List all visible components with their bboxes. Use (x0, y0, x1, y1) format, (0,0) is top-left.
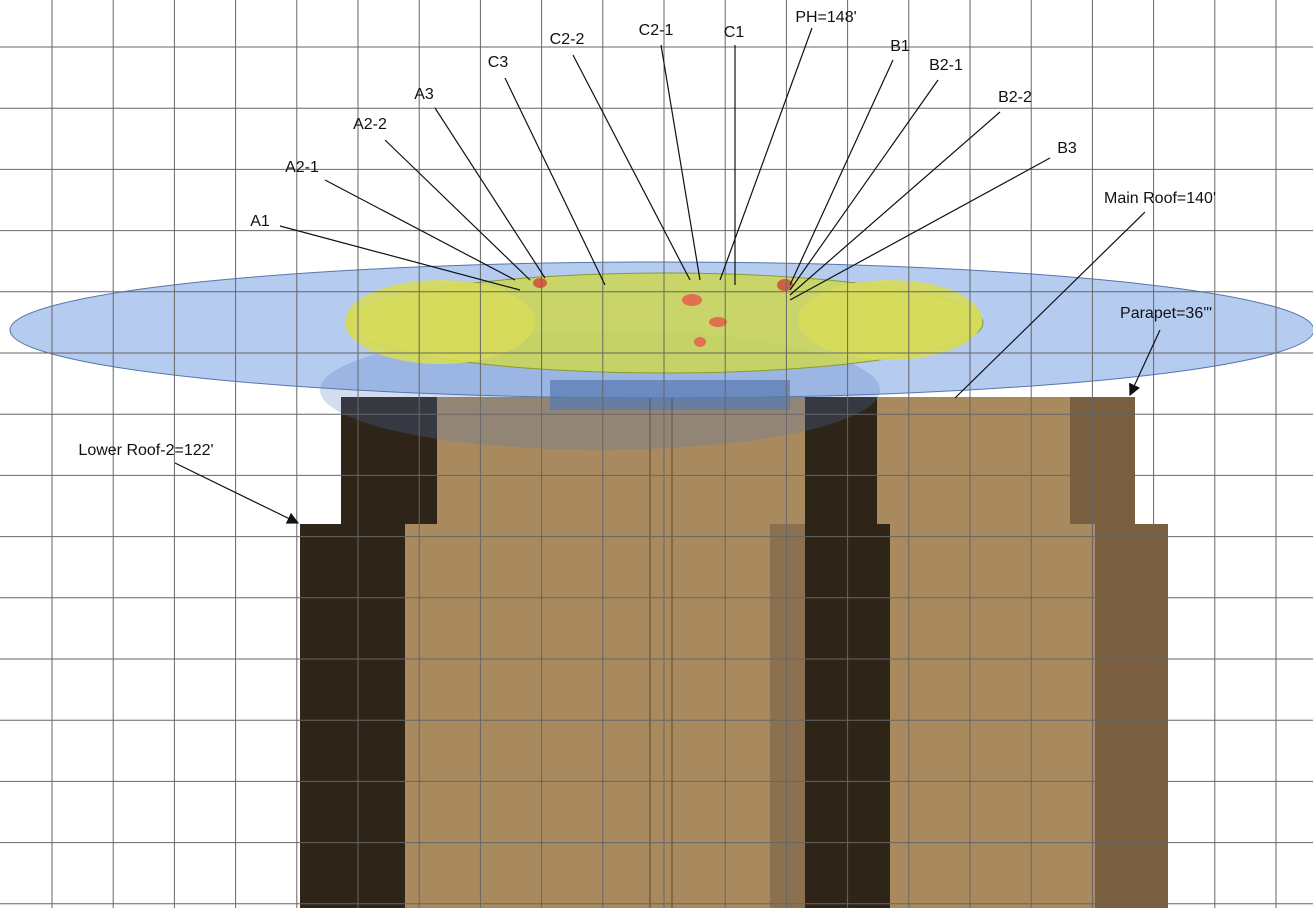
leader-line (174, 462, 300, 524)
annotations: A1 A2-1 A2-2 A3 C3 C2-2 C2-1 C1 PH=148' B1 B2-1 B2-… (78, 9, 1216, 524)
building (300, 380, 1168, 908)
label: A2-2 (353, 116, 387, 133)
leader-line (384, 139, 531, 281)
label: C1 (724, 24, 745, 41)
label: C3 (488, 54, 509, 71)
label: C2-2 (550, 31, 585, 48)
envelope (9, 261, 1313, 450)
leader-line (572, 54, 691, 281)
leader-line (660, 44, 701, 281)
label: A3 (414, 86, 434, 103)
leader-line (504, 77, 606, 286)
label: B1 (890, 38, 910, 55)
leader-line (279, 225, 521, 291)
label: Main Roof=140' (1104, 190, 1216, 207)
label: A2-1 (285, 159, 319, 176)
label: B2-1 (929, 57, 963, 74)
label: C2-1 (639, 22, 674, 39)
label: B2-2 (998, 89, 1032, 106)
leader-line (719, 27, 813, 281)
leader-line (324, 179, 516, 281)
leader-line (789, 59, 894, 286)
leader-line (789, 111, 1001, 296)
label: Parapet=36'" (1120, 305, 1212, 322)
leader-line (789, 79, 939, 291)
label: Lower Roof-2=122' (78, 442, 213, 459)
leader-line (1129, 329, 1161, 397)
leader-line (789, 157, 1051, 301)
label: A1 (250, 213, 270, 230)
leader-line (954, 211, 1146, 399)
label: PH=148' (795, 9, 856, 26)
label: B3 (1057, 140, 1077, 157)
leader-line (434, 107, 546, 279)
